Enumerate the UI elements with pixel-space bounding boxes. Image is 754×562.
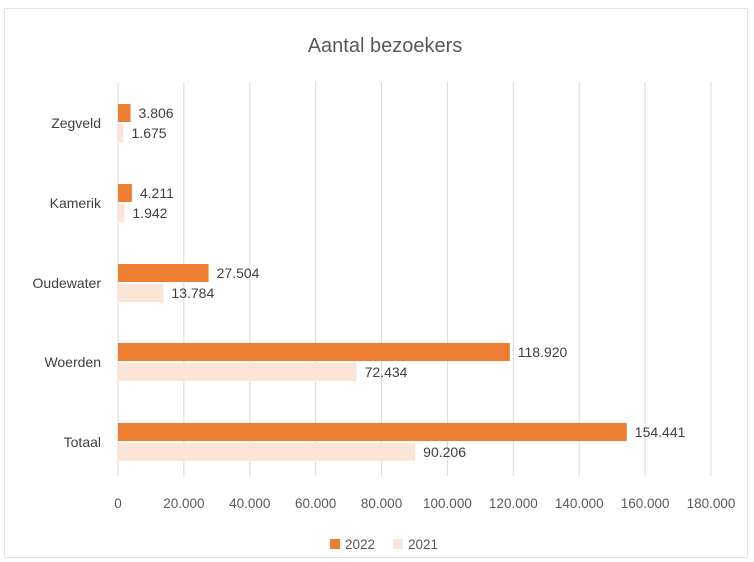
data-label: 118.920	[518, 344, 568, 360]
x-tick-label: 180.000	[687, 496, 736, 511]
legend-swatch-2022	[330, 539, 340, 549]
data-label: 13.784	[171, 285, 214, 301]
x-tick-label: 60.000	[295, 496, 336, 511]
legend-swatch-2021	[393, 539, 403, 549]
legend: 2022 2021	[330, 537, 438, 552]
data-label: 3.806	[139, 105, 174, 121]
category-labels: Zegveld Kamerik Oudewater Woerden Totaal	[33, 115, 102, 450]
category-label: Kamerik	[50, 195, 102, 211]
bar-2021	[118, 204, 125, 222]
tick-labels: 0 20.000 40.000 60.000 80.000 100.000 120.000 1…	[114, 496, 735, 511]
data-label: 27.504	[217, 265, 260, 281]
legend-label: 2021	[408, 537, 438, 552]
data-label: 1.942	[132, 205, 167, 221]
x-tick-label: 140.000	[555, 496, 604, 511]
bar-2022	[118, 184, 132, 202]
chart-title: Aantal bezoekers	[308, 35, 463, 57]
data-label: 4.211	[140, 185, 174, 201]
data-label: 72.434	[365, 364, 408, 380]
category-label: Woerden	[44, 354, 101, 370]
data-label: 1.675	[132, 125, 167, 141]
x-tick-label: 120.000	[489, 496, 538, 511]
chart-frame	[4, 8, 748, 558]
category-label: Totaal	[64, 434, 101, 450]
data-label: 90.206	[423, 444, 466, 460]
legend-label: 2022	[345, 537, 375, 552]
gridlines	[117, 82, 712, 476]
bar-2022	[118, 264, 209, 282]
x-tick-label: 80.000	[361, 496, 402, 511]
category-label: Oudewater	[33, 275, 102, 291]
bar-2021	[118, 363, 357, 381]
category-label: Zegveld	[51, 115, 101, 131]
x-tick-label: 100.000	[423, 496, 472, 511]
x-tick-label: 40.000	[229, 496, 270, 511]
x-tick-label: 0	[114, 496, 122, 511]
data-label: 154.441	[635, 424, 686, 440]
x-tick-label: 20.000	[163, 496, 204, 511]
bar-2022	[118, 104, 131, 122]
bar-2022	[118, 423, 627, 441]
bar-2021	[118, 284, 164, 302]
bar-2021	[118, 124, 124, 142]
bar-2022	[118, 343, 510, 361]
x-tick-label: 160.000	[621, 496, 670, 511]
bar-2021	[118, 443, 416, 461]
